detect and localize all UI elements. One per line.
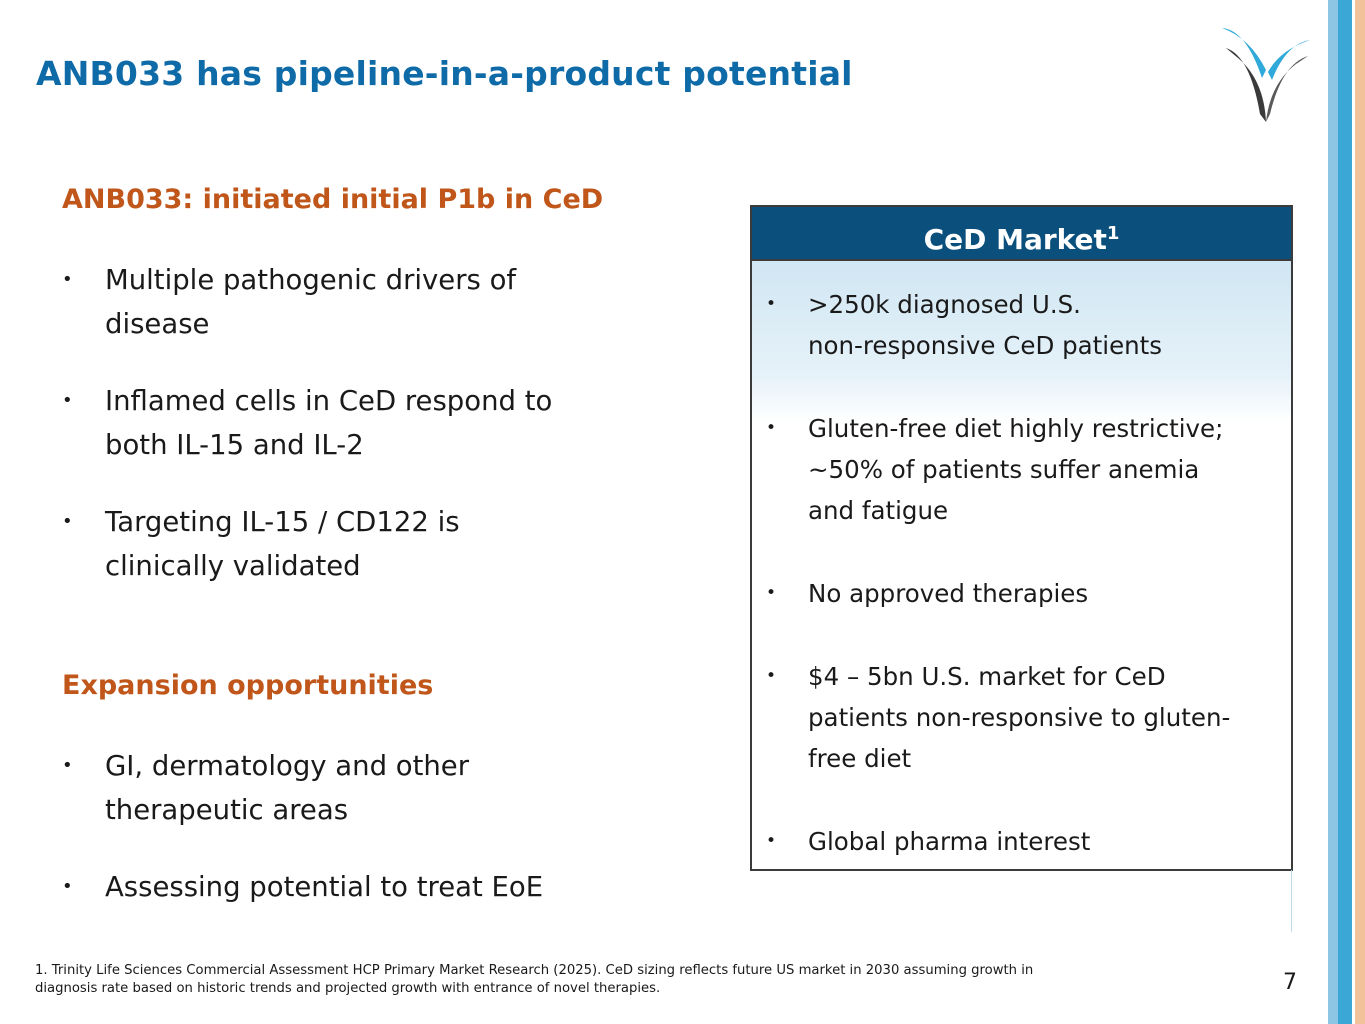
bullet-item: • Targeting IL-15 / CD122 is clinically v… (62, 500, 662, 588)
footnote-marker: 1 (1106, 223, 1120, 244)
section-heading-ced: ANB033: initiated initial P1b in CeD (62, 184, 604, 215)
page-number: 7 (1283, 970, 1297, 995)
stripe-gap (1352, 0, 1355, 1024)
panel-bullet-text: $4 – 5bn U.S. market for CeD patients non… (808, 662, 1231, 773)
bullet-dot: • (766, 583, 777, 603)
panel-bullet-text: Global pharma interest (808, 827, 1091, 856)
panel-bullet: • Global pharma interest (766, 821, 1276, 862)
bullet-text: GI, dermatology and other therapeutic are… (105, 750, 470, 826)
bullet-text: Multiple pathogenic drivers of disease (105, 264, 517, 340)
bullet-dot: • (62, 390, 73, 411)
bullet-dot: • (766, 831, 777, 851)
bullet-dot: • (62, 876, 73, 897)
side-stripes (1328, 0, 1365, 1024)
panel-bullet-text: Gluten-free diet highly restrictive; ~50%… (808, 414, 1224, 525)
bullet-dot: • (766, 294, 777, 314)
panel-bullet: • >250k diagnosed U.S. non-responsive CeD… (766, 284, 1276, 366)
bullet-item: • Multiple pathogenic drivers of disease (62, 258, 662, 346)
panel-title: CeD Market1 (752, 207, 1291, 261)
stripe-light-blue (1328, 0, 1338, 1024)
section-heading-expansion: Expansion opportunities (62, 670, 434, 701)
bullet-item: • GI, dermatology and other therapeutic a… (62, 744, 662, 832)
panel-tail-line (1291, 870, 1292, 932)
panel-bullet: • Gluten-free diet highly restrictive; ~5… (766, 408, 1276, 531)
chevron-logo-icon (1222, 28, 1310, 122)
bullet-dot: • (62, 511, 73, 532)
panel-bullet: • $4 – 5bn U.S. market for CeD patients n… (766, 656, 1276, 779)
company-logo (1216, 22, 1316, 124)
bullet-item: • Inflamed cells in CeD respond to both I… (62, 379, 662, 467)
bullet-dot: • (62, 269, 73, 290)
bullet-text: Assessing potential to treat EoE (105, 871, 544, 903)
stripe-blue (1338, 0, 1352, 1024)
bullet-dot: • (766, 418, 777, 438)
ced-market-panel: CeD Market1 • >250k diagnosed U.S. non-re… (750, 205, 1293, 871)
stripe-orange (1355, 0, 1365, 1024)
panel-bullet-text: No approved therapies (808, 579, 1089, 608)
footnote: 1. Trinity Life Sciences Commercial Asse… (35, 963, 1034, 996)
slide-title: ANB033 has pipeline-in-a-product potenti… (36, 54, 853, 93)
bullet-text: Inflamed cells in CeD respond to both IL-… (105, 385, 553, 461)
panel-bullet-text: >250k diagnosed U.S. non-responsive CeD p… (808, 290, 1163, 360)
bullet-dot: • (766, 666, 777, 686)
bullet-text: Targeting IL-15 / CD122 is clinically val… (105, 506, 460, 582)
bullet-dot: • (62, 755, 73, 776)
bullet-item: • Assessing potential to treat EoE (62, 865, 662, 909)
panel-bullet: • No approved therapies (766, 573, 1276, 614)
